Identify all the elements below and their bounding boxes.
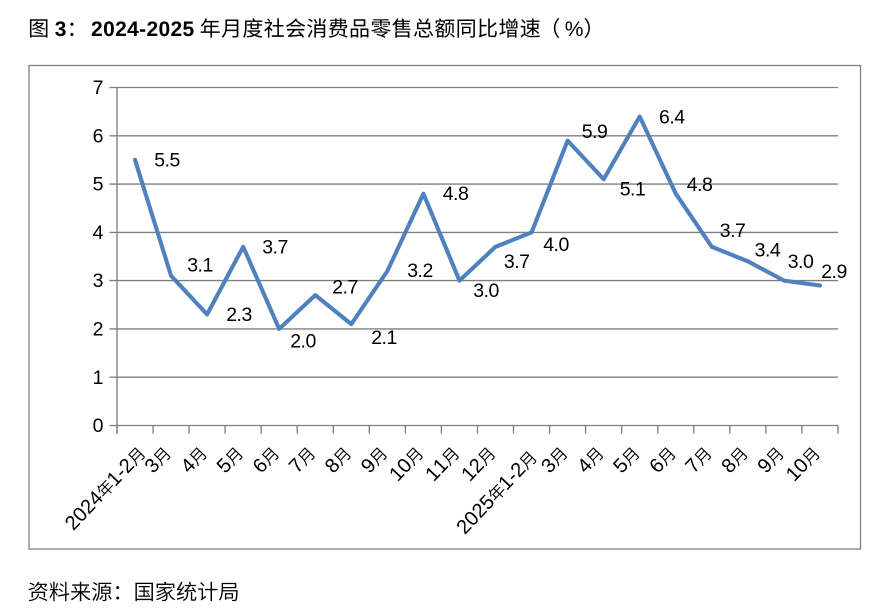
svg-text:2: 2	[93, 319, 104, 341]
svg-text:3.0: 3.0	[473, 280, 499, 302]
svg-text:3.0: 3.0	[788, 251, 814, 273]
svg-text:5.1: 5.1	[620, 179, 646, 201]
svg-text:6: 6	[93, 125, 104, 147]
svg-text:0: 0	[93, 415, 104, 437]
svg-text:2.0: 2.0	[290, 331, 316, 353]
svg-text:3.7: 3.7	[504, 251, 530, 273]
svg-text:5.9: 5.9	[582, 121, 608, 143]
svg-text:4.8: 4.8	[687, 174, 713, 196]
svg-text:3.7: 3.7	[262, 237, 288, 259]
svg-text:5: 5	[93, 174, 104, 196]
svg-text:3.7: 3.7	[720, 220, 746, 242]
svg-text:4.0: 4.0	[543, 234, 569, 256]
svg-text:6.4: 6.4	[659, 107, 685, 129]
svg-text:3.1: 3.1	[187, 255, 213, 277]
svg-text:4: 4	[93, 222, 104, 244]
svg-text:3: 3	[93, 270, 104, 292]
svg-text:2.9: 2.9	[821, 261, 847, 283]
svg-text:2.7: 2.7	[332, 277, 358, 299]
svg-text:4.8: 4.8	[443, 183, 469, 205]
svg-text:3.4: 3.4	[755, 240, 781, 262]
svg-text:2.3: 2.3	[226, 304, 252, 326]
svg-text:7: 7	[93, 77, 104, 99]
svg-text:5.5: 5.5	[154, 150, 180, 172]
svg-text:1: 1	[93, 367, 104, 389]
svg-text:2.1: 2.1	[371, 327, 397, 349]
svg-text:3.2: 3.2	[407, 260, 433, 282]
